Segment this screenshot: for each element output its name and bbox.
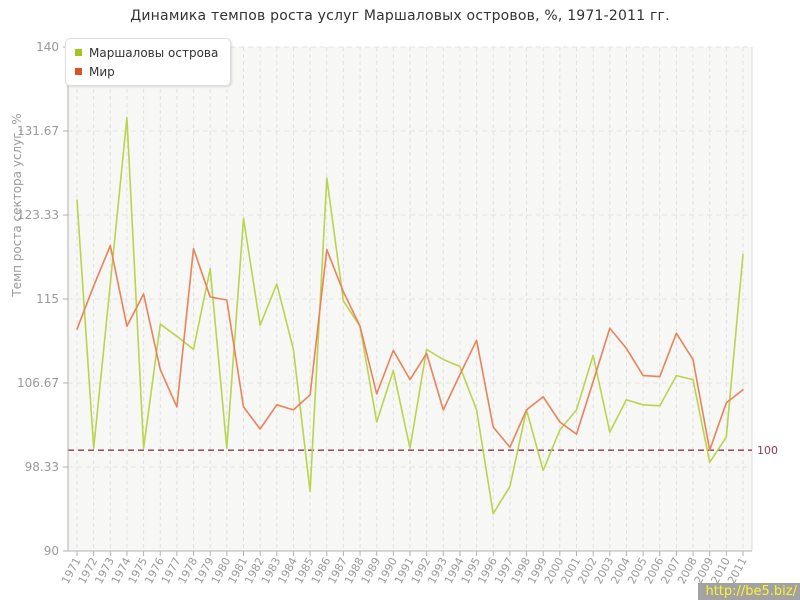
series-line-world [76, 244, 744, 452]
chart-legend: Маршаловы острова Мир [65, 38, 232, 86]
legend-swatch-marshall-islands-icon [75, 49, 82, 56]
y-axis-label: 123.33 [17, 208, 59, 222]
legend-label-world: Мир [89, 64, 115, 79]
y-axis-label: 98.33 [25, 460, 59, 474]
legend-swatch-world-icon [75, 68, 82, 75]
threshold-label: 100 [757, 444, 778, 457]
series-line-marshall-islands [76, 116, 744, 515]
y-axis-title: Темп роста сектора услуг, % [10, 113, 24, 297]
legend-item-world: Мир [75, 62, 218, 81]
y-axis-label: 140 [36, 40, 59, 54]
chart-title: Динамика темпов роста услуг Маршаловых о… [130, 8, 670, 24]
legend-label-marshall-islands: Маршаловы острова [89, 45, 219, 60]
y-axis-label: 106.67 [17, 376, 59, 390]
y-axis-label: 90 [44, 544, 59, 558]
watermark-link[interactable]: http://be5.biz/ [698, 583, 800, 600]
legend-item-marshall-islands: Маршаловы острова [75, 43, 218, 62]
y-axis-label: 115 [36, 292, 59, 306]
y-axis-label: 131.67 [17, 124, 59, 138]
